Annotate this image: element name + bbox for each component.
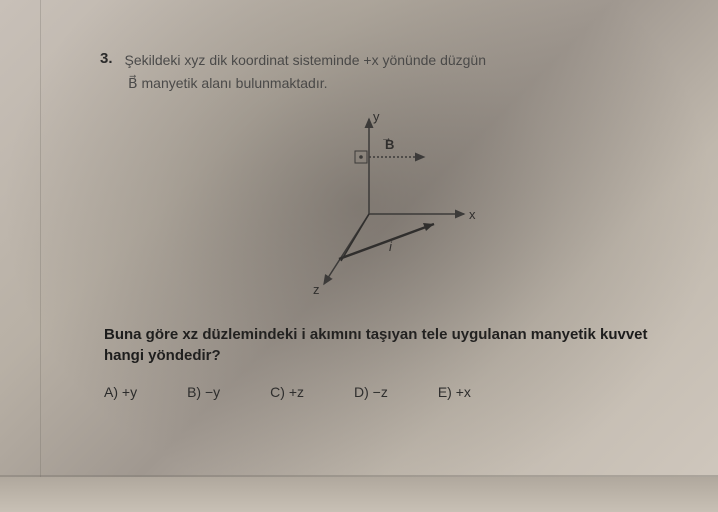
choice-c: C) +z: [270, 384, 304, 400]
choice-a: A) +y: [104, 384, 137, 400]
question-text-line1: Şekildeki xyz dik koordinat sisteminde +…: [125, 50, 486, 71]
question-number: 3.: [100, 50, 113, 67]
question-header: 3. Şekildeki xyz dik koordinat sistemind…: [100, 50, 658, 71]
axis-label-y: y: [373, 109, 380, 124]
i-label: i: [389, 239, 393, 254]
choice-b: B) −y: [187, 384, 220, 400]
question-body: Buna göre xz düzlemindeki i akımını taşı…: [104, 324, 658, 366]
question-text-line2: B⃗ manyetik alanı bulunmaktadır.: [128, 73, 658, 94]
question-container: 3. Şekildeki xyz dik koordinat sistemind…: [0, 0, 718, 420]
diagram-svg: y x z B → i: [269, 109, 489, 299]
axis-label-z: z: [313, 282, 320, 297]
axis-label-x: x: [469, 207, 476, 222]
choice-d: D) −z: [354, 384, 388, 400]
coordinate-diagram: y x z B → i: [100, 109, 658, 299]
svg-text:→: →: [381, 132, 392, 144]
choice-e: E) +x: [438, 384, 471, 400]
answer-choices: A) +y B) −y C) +z D) −z E) +x: [104, 384, 658, 400]
